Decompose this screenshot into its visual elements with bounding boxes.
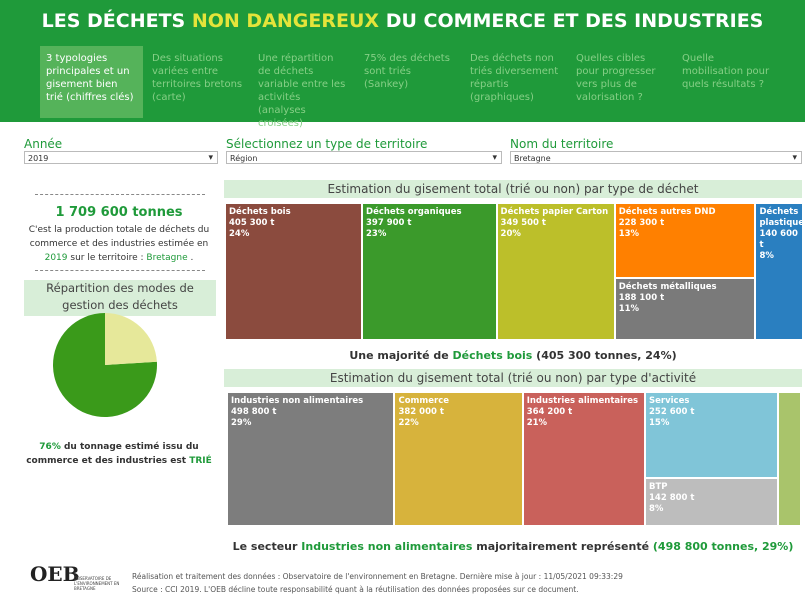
title-text: DU COMMERCE ET DES INDUSTRIES bbox=[385, 10, 764, 32]
logo-sub: OBSERVATOIRE DE L'ENVIRONNEMENT EN BRETA… bbox=[74, 576, 120, 591]
highlight: Industries non alimentaires bbox=[301, 540, 473, 553]
pie-title: Répartition des modes de gestion des déc… bbox=[24, 280, 216, 316]
cell-value-label: 188 100 t bbox=[618, 293, 665, 304]
cell-value-label: 397 900 t bbox=[366, 218, 412, 228]
treemap-title: Estimation du gisement total (trié ou no… bbox=[224, 369, 802, 387]
tab[interactable]: Une répartition de déchets variable entr… bbox=[258, 53, 346, 129]
tab[interactable]: Quelle mobilisation pour quels résultats… bbox=[682, 53, 770, 90]
tab[interactable]: Des déchets non triés diversement répart… bbox=[470, 53, 559, 103]
territory: Bretagne bbox=[146, 253, 188, 263]
summary: 1 709 600 tonnes C'est la production tot… bbox=[24, 205, 214, 265]
text: (405 300 tonnes, 24%) bbox=[536, 349, 677, 362]
cell-name: Services bbox=[649, 396, 690, 406]
cell-share: 22% bbox=[398, 418, 419, 428]
sentence: Le secteur Industries non alimentaires m… bbox=[224, 540, 802, 553]
cell-name: Déchets organiques bbox=[366, 207, 462, 217]
title-highlight: NON DANGEREUX bbox=[191, 10, 380, 32]
treemap-cell[interactable] bbox=[777, 392, 801, 526]
cell-share: 24% bbox=[229, 229, 250, 239]
cell-name: Déchets bois bbox=[229, 207, 291, 217]
treemap-cell[interactable]: Déchets bois 405 300 t 24% bbox=[225, 203, 363, 340]
cell-name: Déchets autres DND bbox=[618, 207, 716, 217]
text: . bbox=[190, 253, 194, 263]
tab[interactable]: Des situations variées entre territoires… bbox=[152, 53, 243, 103]
highlight: (498 800 tonnes, 29%) bbox=[652, 540, 794, 553]
filter-label: Sélectionnez un type de territoire bbox=[226, 137, 428, 151]
filter-label: Nom du territoire bbox=[510, 137, 614, 151]
treemap: Industries non alimentaires 498 800 t 29% C… bbox=[227, 392, 801, 526]
divider bbox=[35, 270, 205, 271]
cell-share: 21% bbox=[526, 418, 548, 428]
text: majoritairement représenté bbox=[476, 540, 650, 553]
highlight: TRIÉ bbox=[189, 456, 212, 466]
cell-value-label: 364 200 t bbox=[526, 407, 573, 417]
treemap-cell[interactable]: Industries alimentaires 364 200 t 21% bbox=[522, 392, 645, 526]
cell-share: 8% bbox=[649, 503, 664, 514]
cell-share: 13% bbox=[618, 229, 640, 239]
treemap-title: Estimation du gisement total (trié ou no… bbox=[224, 180, 802, 198]
pie-chart bbox=[53, 313, 158, 417]
cell-share: 29% bbox=[231, 418, 252, 428]
treemap-cell[interactable]: Commerce 382 000 t 22% bbox=[394, 392, 523, 526]
divider bbox=[35, 194, 205, 195]
logo-text: OEB bbox=[30, 562, 80, 586]
dropdown[interactable]: 2019 bbox=[24, 151, 218, 165]
cell-value-label: 349 500 t bbox=[500, 218, 546, 228]
tab[interactable]: Quelles cibles pour progresser vers plus… bbox=[576, 53, 656, 103]
cell-value-label: 252 600 t bbox=[649, 407, 695, 417]
pct: 76% bbox=[39, 442, 61, 452]
cell-value-label: 140 600 t bbox=[759, 229, 798, 250]
cell-share: 8% bbox=[759, 251, 774, 261]
cell-name: Déchets métalliques bbox=[618, 282, 717, 293]
dropdown[interactable]: Région bbox=[226, 151, 502, 165]
text: Le secteur bbox=[232, 540, 298, 553]
treemap-cell[interactable]: Déchets autres DND 228 300 t 13% bbox=[614, 203, 756, 279]
treemap: Déchets bois 405 300 t 24% Déchets organiqu… bbox=[225, 203, 803, 340]
cell-value-label: 228 300 t bbox=[618, 218, 665, 228]
footer-text: Source : CCI 2019. L'OEB décline toute r… bbox=[132, 585, 579, 594]
text: C'est la production totale de déchets du… bbox=[28, 225, 210, 249]
text: sur le territoire : bbox=[70, 253, 144, 263]
text: du tonnage estimé issu du commerce et de… bbox=[26, 442, 199, 466]
title: LES DÉCHETS NON DANGEREUX DU COMMERCE ET… bbox=[0, 10, 805, 32]
title-text: LES DÉCHETS bbox=[41, 10, 186, 32]
sentence: Une majorité de Déchets bois (405 300 to… bbox=[224, 349, 802, 362]
cell-name: BTP bbox=[649, 481, 668, 492]
cell-value-label: 382 000 t bbox=[398, 407, 444, 417]
dropdown[interactable]: Bretagne bbox=[510, 151, 802, 165]
pie-slice bbox=[53, 313, 158, 417]
cell-share: 11% bbox=[618, 304, 640, 315]
pie-slice bbox=[105, 313, 157, 365]
summary-text: C'est la production totale de déchets du… bbox=[24, 223, 214, 265]
text: Une majorité de bbox=[349, 349, 449, 362]
cell-name: Déchets papier Carton bbox=[500, 207, 609, 217]
pie-caption: 76% du tonnage estimé issu du commerce e… bbox=[24, 440, 214, 468]
treemap-cell[interactable]: Déchets papier Carton 349 500 t 20% bbox=[496, 203, 615, 340]
cell-name: Industries non alimentaires bbox=[231, 396, 364, 406]
cell-name: Déchets plastiques bbox=[759, 207, 802, 228]
treemap-cell[interactable]: Déchets métalliques 188 100 t 11% bbox=[614, 278, 756, 340]
treemap-cell[interactable]: BTP 142 800 t 8% bbox=[645, 477, 778, 526]
cell-share: 15% bbox=[649, 418, 670, 428]
footer-text: Réalisation et traitement des données : … bbox=[132, 572, 623, 581]
highlight: Déchets bois bbox=[452, 349, 533, 362]
treemap-cell[interactable]: Services 252 600 t 15% bbox=[645, 392, 778, 478]
treemap-cell[interactable]: Déchets organiques 397 900 t 23% bbox=[362, 203, 497, 340]
cell-value-label: 142 800 t bbox=[649, 492, 695, 503]
treemap-cell[interactable]: Industries non alimentaires 498 800 t 29% bbox=[227, 392, 395, 526]
cell-name: Commerce bbox=[398, 396, 450, 406]
year: 2019 bbox=[44, 253, 68, 263]
cell-share: 20% bbox=[500, 229, 521, 239]
tab[interactable]: 3 typologies principales et un gisement … bbox=[40, 46, 143, 118]
tab[interactable]: 75% des déchets sont triés (Sankey) bbox=[364, 53, 450, 90]
filter-label: Année bbox=[24, 137, 63, 151]
cell-share: 23% bbox=[366, 229, 387, 239]
cell-value-label: 498 800 t bbox=[231, 407, 277, 417]
cell-name: Industries alimentaires bbox=[526, 396, 639, 406]
treemap-cell[interactable]: Déchets plastiques140 600 t8% bbox=[755, 203, 803, 340]
cell-value-label: 405 300 t bbox=[229, 218, 275, 228]
logo: OEB OBSERVATOIRE DE L'ENVIRONNEMENT EN B… bbox=[30, 562, 125, 598]
total: 1 709 600 tonnes bbox=[55, 205, 183, 220]
